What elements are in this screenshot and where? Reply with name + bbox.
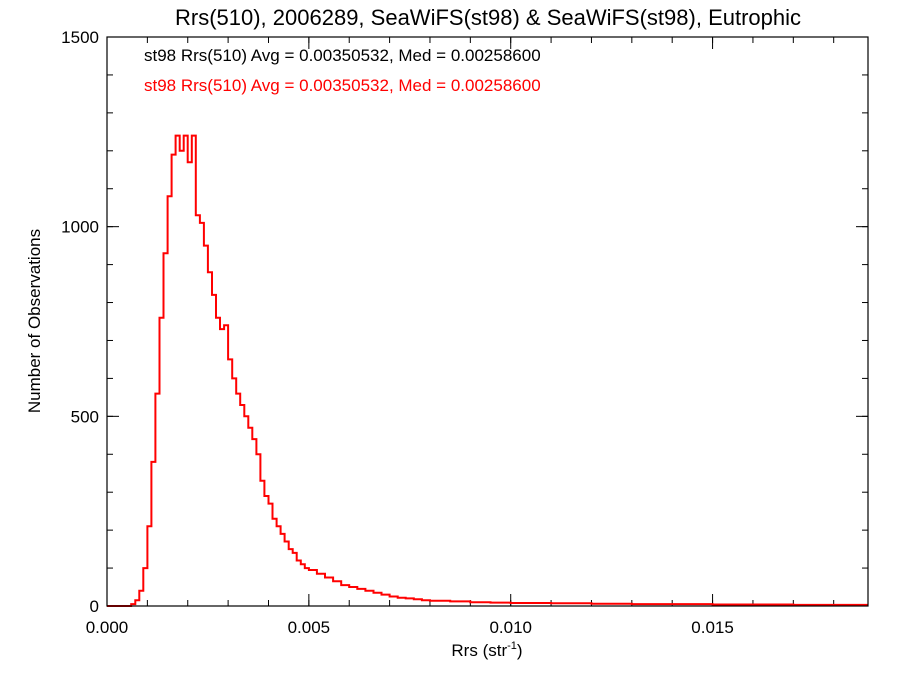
- legend-entry-red: st98 Rrs(510) Avg = 0.00350532, Med = 0.…: [144, 76, 541, 95]
- series-group: [107, 134, 868, 607]
- axis-ticks: 0.000 0.005 0.010 0.015 0 500 1000 1500: [61, 28, 868, 637]
- plot-frame: [106, 36, 869, 607]
- x-axis-label-tail: ): [517, 641, 523, 660]
- chart-title: Rrs(510), 2006289, SeaWiFS(st98) & SeaWi…: [175, 5, 801, 30]
- y-tick-label: 1000: [61, 218, 99, 237]
- legend-entry-black: st98 Rrs(510) Avg = 0.00350532, Med = 0.…: [144, 46, 541, 65]
- y-tick-label: 0: [90, 597, 99, 616]
- x-tick-label: 0.015: [691, 618, 734, 637]
- histogram-series-line: [107, 134, 868, 607]
- x-tick-label: 0.000: [86, 618, 129, 637]
- y-tick-label: 500: [71, 407, 99, 426]
- x-axis-label-superscript: -1: [507, 640, 517, 652]
- y-tick-label: 1500: [61, 28, 99, 47]
- y-axis-label: Number of Observations: [25, 229, 44, 413]
- x-axis-label: Rrs (str-1): [451, 640, 522, 660]
- x-axis-label-main: Rrs (str: [451, 641, 507, 660]
- x-tick-label: 0.010: [489, 618, 532, 637]
- x-tick-label: 0.005: [288, 618, 331, 637]
